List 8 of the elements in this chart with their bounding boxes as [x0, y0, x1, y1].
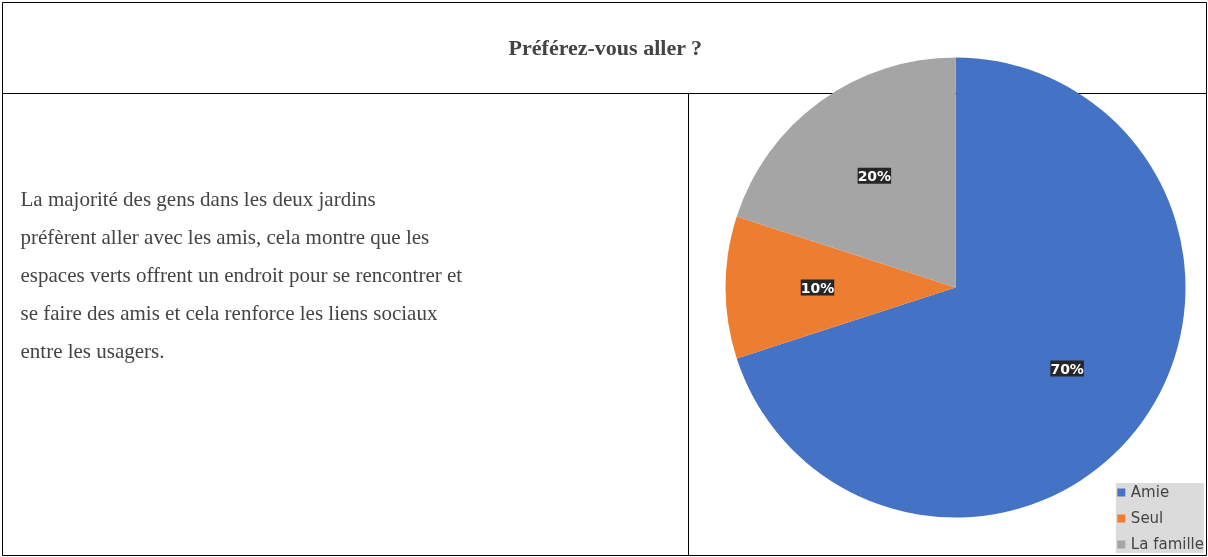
- text: La majorité des gens dans les deux jardins préfèrent aller avec les amis, cela montre que les espaces verts offrent un endroit pour se rencontrer et se faire des amis et cela renforce les liens sociaux entre les usagers.: [20, 186, 463, 363]
- data-label: 20%: [857, 167, 892, 184]
- data-label: 10%: [800, 279, 835, 296]
- legend-label: La famille: [1130, 535, 1204, 553]
- legend-label: Amie: [1130, 483, 1170, 501]
- chart-title: Préférez-vous aller ?: [508, 35, 703, 60]
- legend-label: Seul: [1130, 509, 1164, 527]
- data-label: 70%: [1050, 360, 1084, 377]
